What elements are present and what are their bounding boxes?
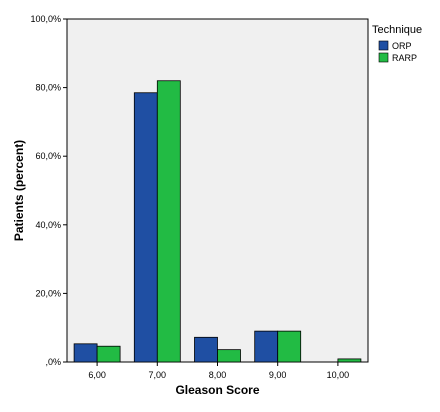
x-axis-title: Gleason Score [175,383,259,397]
legend-label-orp: ORP [392,41,412,51]
bar-rarp-4 [337,358,362,363]
legend-label-rarp: RARP [392,53,417,63]
bars-group [73,80,362,363]
x-tick-label: 10,00 [327,370,350,380]
x-tick-label: 8,00 [209,370,227,380]
bar-orp-0 [73,343,98,363]
y-axis-title: Patients (percent) [12,140,26,241]
bar-rarp-0 [96,345,121,363]
bar-rarp-1 [156,80,181,363]
y-tick-label: 20,0% [35,288,61,298]
x-tick-label: 9,00 [269,370,287,380]
x-tick-label: 6,00 [88,370,106,380]
y-tick-label: 100,0% [30,14,61,24]
legend-swatch-orp [378,40,389,51]
bar-rarp-2 [217,349,241,363]
bar-orp-3 [254,330,279,363]
y-axis: ,0% 20,0% 40,0% 60,0% 80,0% 100,0% [30,14,67,367]
x-axis: 6,00 7,00 8,00 9,00 10,00 [88,362,349,380]
y-tick-label: 40,0% [35,220,61,230]
y-tick-label: 60,0% [35,151,61,161]
x-tick-label: 7,00 [149,370,167,380]
y-tick-label: 80,0% [35,83,61,93]
bar-orp-1 [133,92,158,363]
bar-orp-2 [194,336,218,363]
legend: Technique ORP RARP [372,24,422,63]
bar-rarp-3 [277,330,302,363]
y-tick-label: ,0% [45,357,61,367]
plot-area [66,18,369,363]
legend-swatch-rarp [378,52,389,63]
legend-title: Technique [372,24,422,36]
